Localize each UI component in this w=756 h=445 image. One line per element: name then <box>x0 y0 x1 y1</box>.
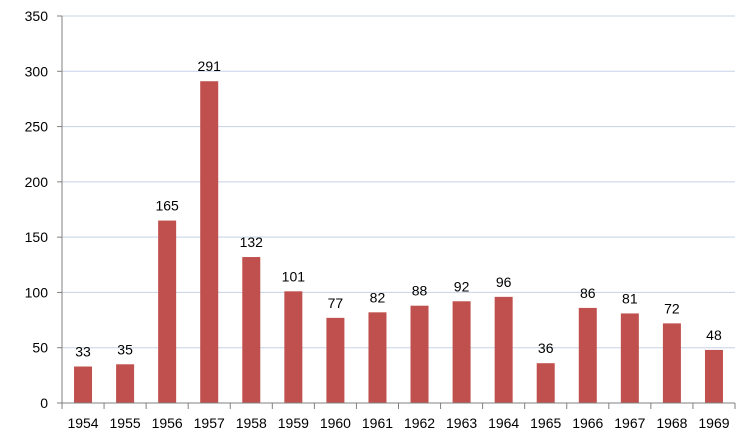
data-label-1965: 36 <box>538 340 554 356</box>
bar-1955 <box>116 364 135 403</box>
x-tick-label-1969: 1969 <box>698 415 729 431</box>
y-tick-label: 150 <box>25 229 49 245</box>
x-tick-label-1962: 1962 <box>404 415 435 431</box>
x-tick-label-1960: 1960 <box>320 415 351 431</box>
x-tick-label-1968: 1968 <box>656 415 687 431</box>
x-tick-label-1963: 1963 <box>446 415 477 431</box>
bar-1961 <box>368 312 387 403</box>
y-tick-label: 300 <box>25 63 49 79</box>
bar-1960 <box>326 317 345 403</box>
data-label-1968: 72 <box>664 300 680 316</box>
bar-1957 <box>200 81 219 403</box>
x-tick-label-1959: 1959 <box>278 415 309 431</box>
bar-1967 <box>620 313 639 403</box>
data-label-1956: 165 <box>155 198 179 214</box>
data-label-1954: 33 <box>75 344 91 360</box>
bar-1968 <box>662 323 681 403</box>
y-axis-ticks: 0 50 100 150 200 250 300 350 <box>25 8 62 411</box>
y-tick-label: 0 <box>40 395 48 411</box>
data-label-1955: 35 <box>117 341 133 357</box>
bar-1962 <box>410 305 429 403</box>
bar-1964 <box>494 296 513 403</box>
x-tick-label-1965: 1965 <box>530 415 561 431</box>
y-tick-label: 350 <box>25 8 49 24</box>
x-tick-label-1958: 1958 <box>236 415 267 431</box>
data-labels: 33 35 165 291 132 101 77 82 88 92 96 36 86 81 72 48 <box>75 58 722 359</box>
data-label-1964: 96 <box>496 274 512 290</box>
data-label-1962: 88 <box>412 283 428 299</box>
bar-1969 <box>704 349 723 403</box>
data-label-1960: 77 <box>328 295 344 311</box>
bar-1963 <box>452 301 471 403</box>
data-label-1969: 48 <box>706 327 722 343</box>
data-label-1967: 81 <box>622 290 638 306</box>
bar-1954 <box>74 366 93 403</box>
x-tick-label-1957: 1957 <box>194 415 225 431</box>
y-tick-label: 50 <box>32 340 48 356</box>
y-tick-label: 250 <box>25 119 49 135</box>
x-tick-label-1956: 1956 <box>152 415 183 431</box>
x-tick-label-1961: 1961 <box>362 415 393 431</box>
bar-1959 <box>284 291 303 403</box>
data-label-1961: 82 <box>370 289 386 305</box>
x-tick-label-1955: 1955 <box>110 415 141 431</box>
data-label-1966: 86 <box>580 285 596 301</box>
y-tick-label: 200 <box>25 174 49 190</box>
bar-1958 <box>242 257 261 403</box>
bar-1966 <box>578 307 597 403</box>
x-tick-label-1954: 1954 <box>67 415 98 431</box>
data-label-1958: 132 <box>240 234 264 250</box>
bar-1965 <box>536 363 555 403</box>
x-tick-label-1967: 1967 <box>614 415 645 431</box>
data-label-1963: 92 <box>454 278 470 294</box>
x-tick-label-1966: 1966 <box>572 415 603 431</box>
bar-1956 <box>158 220 177 403</box>
bars <box>74 81 723 403</box>
y-tick-label: 100 <box>25 284 49 300</box>
x-tick-label-1964: 1964 <box>488 415 519 431</box>
data-label-1957: 291 <box>198 58 222 74</box>
data-label-1959: 101 <box>282 268 306 284</box>
x-axis-ticks: 1954 1955 1956 1957 1958 1959 1960 1961 1962 1963… <box>61 403 736 431</box>
